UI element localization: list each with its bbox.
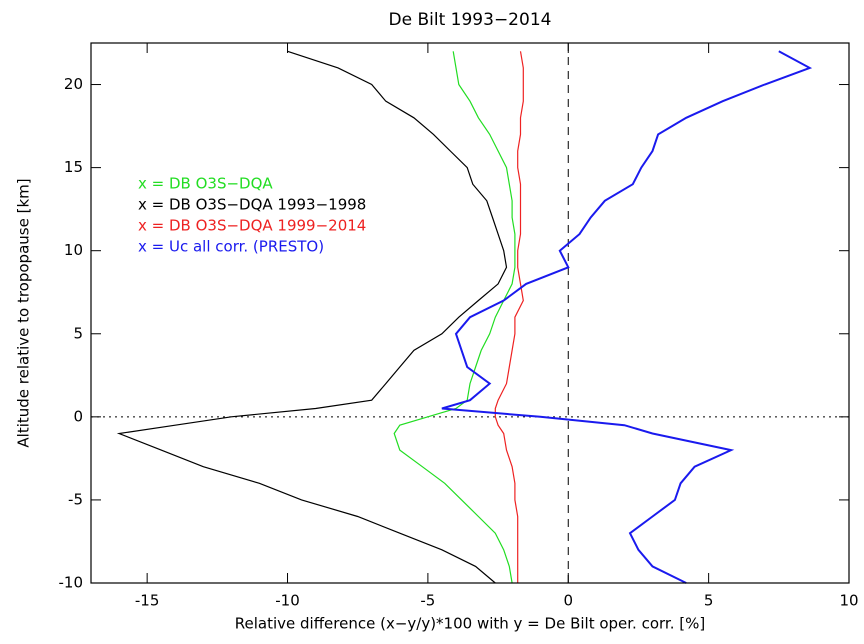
y-tick-label: 20 [64,75,83,93]
chart-title: De Bilt 1993−2014 [389,10,552,30]
y-tick-label: -5 [68,490,83,508]
x-tick-label: -10 [275,592,300,610]
x-tick-label: -5 [420,592,435,610]
x-tick-label: 5 [704,592,714,610]
legend-entry: x = DB O3S−DQA 1999−2014 [138,217,366,235]
y-tick-label: 5 [73,324,83,342]
y-tick-label: 10 [64,241,83,259]
y-tick-label: 0 [73,407,83,425]
x-axis-label: Relative difference (x−y/y)*100 with y =… [235,615,705,633]
series-line [393,51,516,584]
y-tick-label: 15 [64,158,83,176]
legend-entry: x = Uc all corr. (PRESTO) [138,238,324,256]
series-line [116,50,508,584]
series-line [494,51,524,583]
x-tick-label: 10 [839,592,858,610]
legend-entry: x = DB O3S−DQA [138,175,273,193]
series-line [441,50,813,584]
y-axis-label: Altitude relative to tropopause [km] [15,178,33,447]
x-tick-label: 0 [563,592,573,610]
y-tick-label: -10 [59,574,84,592]
plot-frame [90,42,850,584]
x-tick-label: -15 [135,592,160,610]
legend-entry: x = DB O3S−DQA 1993−1998 [138,196,366,214]
